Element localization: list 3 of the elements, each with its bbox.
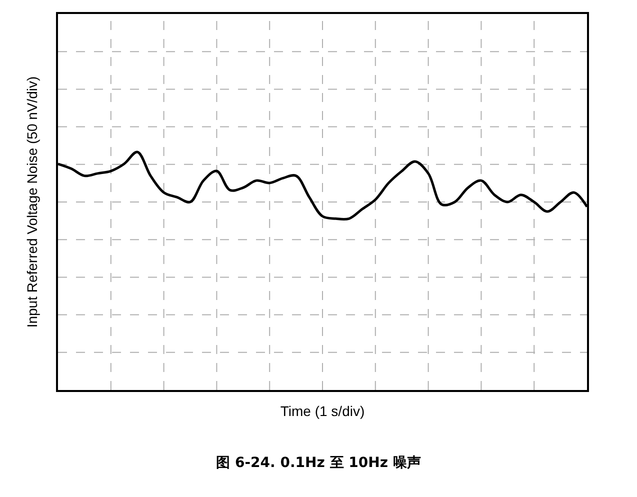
x-axis-title: Time (1 s/div)	[280, 402, 365, 419]
y-axis-title: Input Referred Voltage Noise (50 nV/div)	[24, 76, 40, 328]
text: 图 6-24. 0.1Hz 至 10Hz 噪声	[216, 455, 421, 472]
